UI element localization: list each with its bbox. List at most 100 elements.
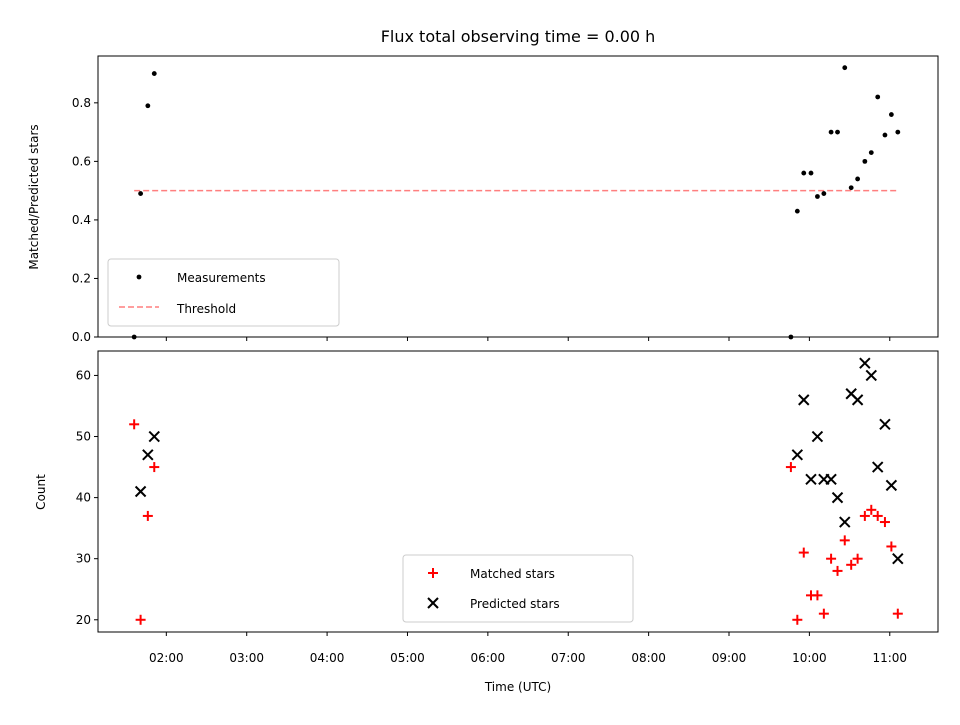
predicted-star-point (851, 394, 864, 406)
predicted-star-point-b (811, 430, 824, 443)
matched-star-point (886, 541, 897, 552)
predicted-star-point-b (791, 449, 804, 461)
measurement-point (868, 150, 874, 155)
predicted-star-point-b (805, 473, 817, 485)
y-tick-label: 0.6 (72, 154, 91, 168)
x-axis-label: Time (UTC) (484, 680, 551, 694)
bottom-legend-box (402, 554, 634, 623)
bottom-axes: 20 30 40 50 60 02:00 03:00 04:00 05:00 06:00 07:00… (76, 350, 939, 665)
predicted-star-point-b (845, 388, 857, 400)
measurement-point (895, 129, 901, 135)
matched-star-point (846, 559, 857, 570)
predicted-star-point-b (839, 516, 851, 528)
measurement-point (842, 65, 848, 71)
matched-star-point (129, 419, 140, 430)
top-axes: 0.0 0.2 0.4 0.6 0.8 Measurements Threshold (72, 55, 939, 344)
predicted-star-point (148, 430, 160, 443)
matched-star-point (872, 510, 883, 521)
matched-star-point (812, 590, 823, 601)
matched-star-point (892, 608, 903, 619)
predicted-star-point (811, 430, 824, 443)
legend-predicted-marker (427, 597, 439, 609)
predicted-star-point-b (879, 418, 891, 431)
top-y-axis-label: Matched/Predicted stars (27, 124, 41, 269)
predicted-star-point (839, 516, 851, 528)
predicted-star-point (892, 552, 904, 565)
y-tick-label: 0.2 (72, 271, 91, 285)
matched-star-point (798, 547, 809, 558)
matched-star-point (852, 553, 863, 564)
y-tick-label: 0.8 (72, 96, 91, 110)
x-tick-label: 11:00 (872, 651, 907, 665)
matched-star-point (149, 462, 160, 473)
predicted-star-point-b (851, 394, 864, 406)
predicted-star-point-b (892, 552, 904, 565)
predicted-star-point-b (142, 449, 154, 461)
y-tick-label: 0.0 (72, 330, 91, 344)
predicted-star-point (865, 369, 877, 382)
top-axes-frame (97, 55, 939, 338)
predicted-star-point (805, 473, 817, 485)
predicted-star-point (798, 394, 810, 406)
x-tick-label: 04:00 (310, 651, 345, 665)
x-tick-label: 08:00 (631, 651, 666, 665)
x-tick-label: 03:00 (229, 651, 264, 665)
bottom-axes-frame (97, 350, 939, 633)
y-tick-label: 60 (76, 368, 91, 382)
predicted-star-point (885, 479, 898, 492)
measurement-point (131, 334, 137, 340)
y-tick-label: 30 (76, 552, 91, 566)
matched-star-point (818, 608, 829, 619)
predicted-star-point-b (865, 369, 877, 382)
predicted-star-point (831, 491, 844, 504)
measurement-point (848, 185, 854, 191)
matched-star-point (859, 510, 870, 521)
measurement-point (855, 176, 861, 182)
bottom-legend: Matched stars Predicted stars (402, 554, 634, 623)
x-tick-label: 07:00 (551, 651, 586, 665)
predicted-star-point (142, 449, 154, 461)
x-tick-label: 09:00 (712, 651, 747, 665)
matched-star-point (832, 565, 843, 576)
legend-matched-label: Matched stars (470, 567, 555, 581)
predicted-star-point-b (885, 479, 898, 492)
x-tick-label: 06:00 (471, 651, 506, 665)
predicted-star-point (859, 357, 871, 369)
y-tick-label: 20 (76, 613, 91, 627)
top-legend-box (107, 258, 340, 327)
measurement-point (151, 71, 157, 76)
legend-predicted-marker-b (427, 597, 439, 609)
measurement-point (862, 158, 868, 164)
matched-star-point (135, 614, 146, 625)
predicted-star-point (134, 485, 147, 498)
measurement-point (815, 194, 820, 199)
x-tick-label: 10:00 (792, 651, 827, 665)
x-tick-label: 05:00 (390, 651, 425, 665)
matched-star-point (839, 535, 850, 546)
matched-star-point (142, 510, 153, 521)
legend-measurement-marker (136, 274, 142, 280)
predicted-star-point-b (872, 461, 884, 473)
legend-predicted-label: Predicted stars (470, 597, 560, 611)
matched-star-point (785, 462, 796, 473)
predicted-star-point (879, 418, 891, 431)
measurement-point (835, 129, 840, 135)
measurement-point (788, 334, 794, 340)
measurement-point (882, 132, 888, 138)
legend-threshold-label: Threshold (176, 302, 236, 316)
matched-star-point (866, 504, 877, 515)
measurement-point (145, 103, 151, 109)
x-tick-label: 02:00 (149, 651, 184, 665)
y-tick-label: 40 (76, 491, 91, 505)
matched-star-point (826, 553, 837, 564)
legend-measurement-label: Measurements (177, 271, 266, 285)
predicted-star-point-b (134, 485, 147, 498)
predicted-star-point (872, 461, 884, 473)
predicted-star-point (825, 473, 837, 485)
top-legend: Measurements Threshold (107, 258, 340, 327)
measurement-point (828, 129, 834, 135)
measurement-point (875, 94, 881, 100)
predicted-star-point-b (798, 394, 810, 406)
measurement-point (801, 170, 807, 176)
